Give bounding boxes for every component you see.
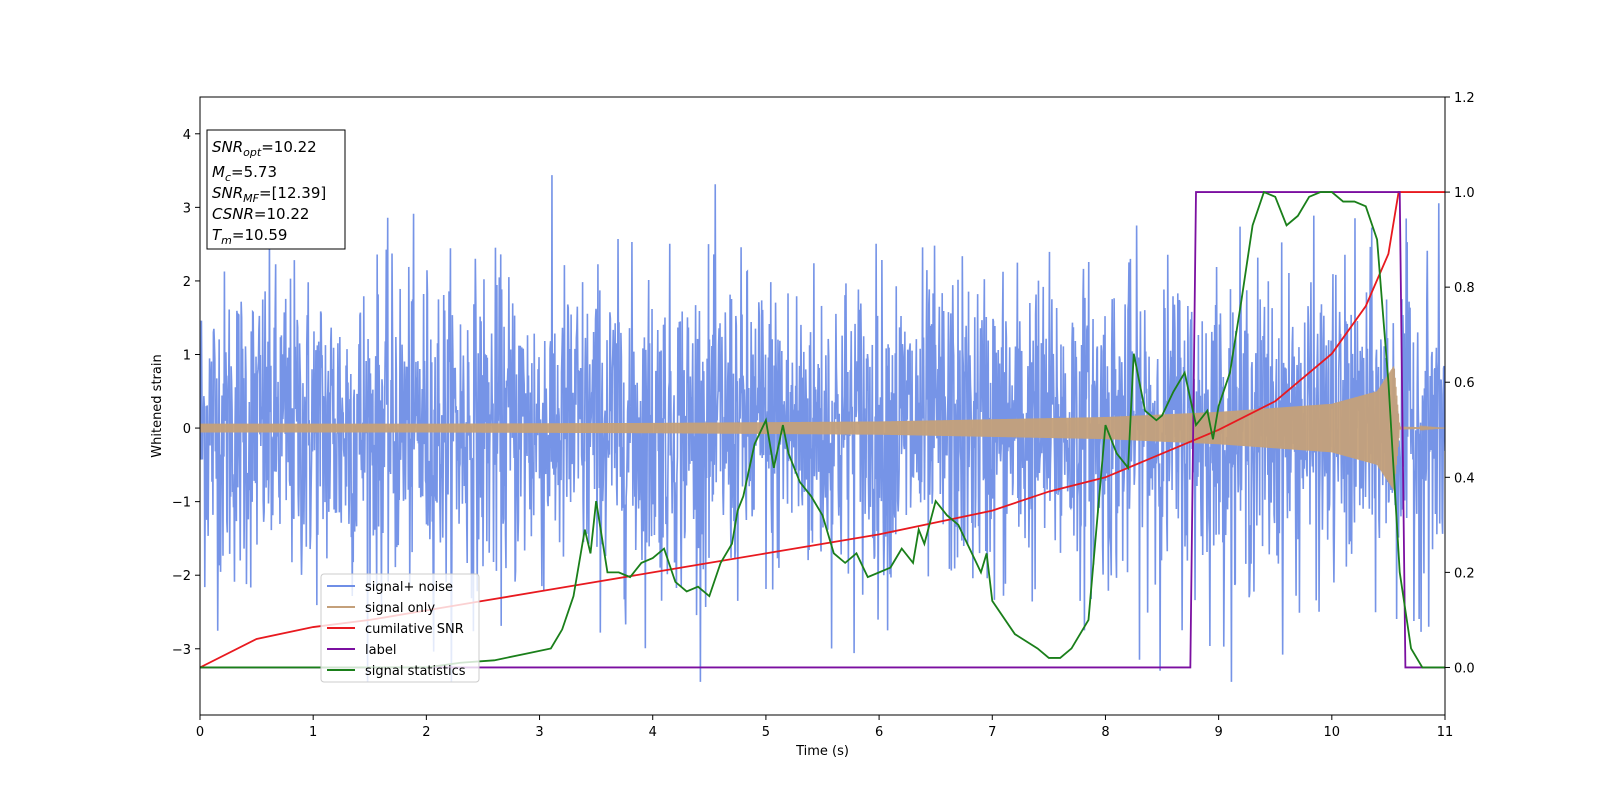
info-row-name: SNR bbox=[212, 138, 243, 156]
info-box-frame bbox=[206, 129, 346, 250]
info-row-value: =10.22 bbox=[254, 205, 310, 223]
info-row-value: =10.59 bbox=[232, 226, 288, 244]
legend-item-cumulative-snr-label: cumilative SNR bbox=[365, 622, 464, 637]
legend: signal+ noise signal only cumilative SNR la… bbox=[320, 573, 480, 683]
info-row-subscript: m bbox=[221, 234, 232, 247]
x-tick-label: 6 bbox=[875, 725, 883, 740]
info-row-name: CSNR bbox=[212, 205, 254, 223]
x-tick-label: 8 bbox=[1101, 725, 1109, 740]
legend-item-label-label: label bbox=[365, 643, 396, 658]
axes-frame bbox=[199, 96, 1446, 716]
y-left-tick-label: 4 bbox=[183, 128, 191, 143]
info-row: SNRMF=[12.39] bbox=[212, 184, 326, 205]
info-row-subscript: MF bbox=[243, 192, 259, 205]
x-tick-label: 9 bbox=[1214, 725, 1222, 740]
series-signal-statistics-line bbox=[200, 190, 1445, 669]
y-right-tick-label: 0.2 bbox=[1454, 566, 1475, 581]
legend-frame bbox=[320, 573, 480, 683]
legend-item-signal-only-label: signal only bbox=[365, 601, 435, 616]
y-left-tick-label: 2 bbox=[183, 275, 191, 290]
y-right-tick-label: 0.0 bbox=[1454, 661, 1475, 676]
info-row: Tm=10.59 bbox=[212, 226, 287, 247]
series-signal-noise-line bbox=[200, 175, 1445, 682]
info-row-value: =5.73 bbox=[231, 163, 277, 181]
info-row-name: T bbox=[212, 226, 223, 244]
axes: 0 1 2 3 4 5 6 7 8 9 10 11 −3 −2 −1 0 1 2 3 4 0.0 0.2 0.4 0.6 0.8… bbox=[150, 91, 1475, 759]
x-tick-label: 11 bbox=[1437, 725, 1454, 740]
y-left-tick-label: −2 bbox=[172, 569, 191, 584]
info-row-value: =[12.39] bbox=[259, 184, 326, 202]
info-row-subscript: opt bbox=[243, 146, 262, 159]
info-row: Mc=5.73 bbox=[212, 163, 277, 184]
x-tick-label: 2 bbox=[422, 725, 430, 740]
y-right-tick-label: 1.0 bbox=[1454, 186, 1475, 201]
x-tick-label: 10 bbox=[1324, 725, 1341, 740]
info-row-name: M bbox=[212, 163, 225, 181]
x-tick-label: 5 bbox=[762, 725, 770, 740]
y-left-tick-label: −1 bbox=[172, 496, 191, 511]
y-left-tick-label: 1 bbox=[183, 349, 191, 364]
y-left-tick-label: 0 bbox=[183, 422, 191, 437]
legend-item-signal-statistics-label: signal statistics bbox=[365, 664, 466, 679]
info-row-name: SNR bbox=[212, 184, 243, 202]
info-row-value: =10.22 bbox=[261, 138, 317, 156]
series-label-line bbox=[200, 191, 1445, 669]
series-signal-only-line bbox=[200, 366, 1445, 491]
x-tick-label: 4 bbox=[649, 725, 657, 740]
y-axis-label: Whitened strain bbox=[150, 354, 165, 457]
y-right-tick-label: 0.8 bbox=[1454, 281, 1475, 296]
y-right-tick-label: 0.6 bbox=[1454, 376, 1475, 391]
info-row-subscript: c bbox=[225, 171, 231, 184]
info-row: CSNR=10.22 bbox=[212, 205, 309, 223]
y-right-tick-label: 1.2 bbox=[1454, 91, 1475, 106]
y-left-tick-label: 3 bbox=[183, 201, 191, 216]
x-tick-label: 7 bbox=[988, 725, 996, 740]
x-axis-label: Time (s) bbox=[795, 744, 849, 759]
x-tick-label: 3 bbox=[535, 725, 543, 740]
info-row: SNRopt=10.22 bbox=[212, 138, 317, 159]
y-right-tick-label: 0.4 bbox=[1454, 471, 1475, 486]
info-box: SNRopt=10.22Mc=5.73SNRMF=[12.39]CSNR=10.… bbox=[206, 129, 346, 250]
x-tick-label: 0 bbox=[196, 725, 204, 740]
legend-item-signal-noise-label: signal+ noise bbox=[365, 580, 453, 595]
y-left-tick-label: −3 bbox=[172, 643, 191, 658]
x-tick-label: 1 bbox=[309, 725, 317, 740]
